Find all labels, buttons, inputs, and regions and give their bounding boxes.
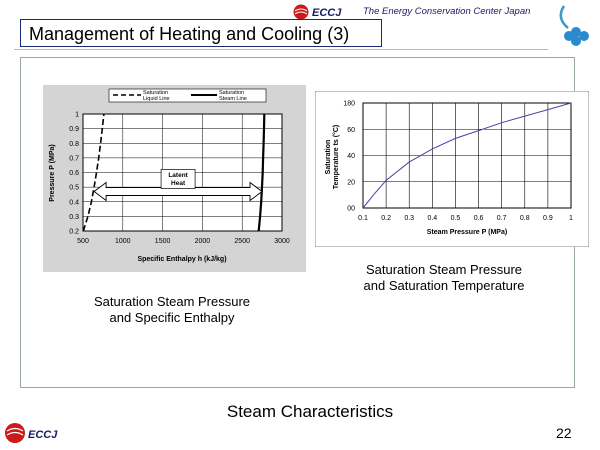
x-tick-label: 0.7: [497, 215, 507, 222]
y-tick-label: 0.2: [69, 229, 79, 236]
latent-heat-label-1: Latent: [168, 172, 188, 179]
x-tick-label: 0.1: [358, 215, 368, 222]
x-tick-label: 3000: [274, 238, 290, 245]
y-tick-label: 0.8: [69, 141, 79, 148]
right-caption-line2: and Saturation Temperature: [363, 278, 525, 293]
right-chart-caption: Saturation Steam Pressure and Saturation…: [334, 262, 554, 294]
y-tick-label: 0.6: [69, 170, 79, 177]
x-axis-label: Specific Enthalpy h (kJ/kg): [137, 256, 226, 263]
left-caption-line1: Saturation Steam Pressure: [93, 294, 251, 309]
y-tick-label: 1: [75, 112, 79, 119]
y-tick-label: 0.9: [69, 126, 79, 133]
x-tick-label: 500: [77, 238, 89, 245]
series-liquid-line: [82, 113, 105, 232]
x-tick-label: 1000: [115, 238, 131, 245]
x-tick-label: 1500: [155, 238, 171, 245]
legend: Saturation Liquid Line Saturation Steam …: [108, 88, 267, 103]
y-tick-label: 40: [347, 153, 355, 160]
x-tick-label: 0.2: [381, 215, 391, 222]
clover-logo-icon: [559, 5, 589, 46]
y-tick-label: 0.5: [69, 185, 79, 192]
left-caption-line2: and Specific Enthalpy: [109, 310, 235, 325]
series-saturation-curve: [362, 102, 572, 209]
eccj-logo: ECCJ: [293, 4, 342, 20]
latent-heat-box: [160, 169, 196, 189]
latent-heat-label-2: Heat: [171, 180, 186, 187]
header-divider: [14, 49, 548, 50]
y-tick-label: 60: [347, 127, 355, 134]
legend-label-liquid-1: Saturation: [143, 90, 168, 96]
x-tick-label: 0.9: [543, 215, 553, 222]
slide-title: Management of Heating and Cooling (3): [20, 19, 382, 47]
x-tick-label: 0.3: [404, 215, 414, 222]
y-tick-label: 0.7: [69, 155, 79, 162]
pressure-temperature-chart: 00 20 40 60 180 0.1 0.2 0.3 0.4 0.5 0.6 0.7 0.8 0.9 1…: [315, 91, 589, 247]
footer-title: Steam Characteristics: [226, 402, 394, 421]
page-number: 22: [556, 425, 572, 441]
org-name: The Energy Conservation Center Japan: [363, 6, 531, 17]
x-tick-label: 0.8: [520, 215, 530, 222]
y-axis-label-line2: Temperature ts (°C): [332, 125, 340, 190]
footer-eccj-logo: ECCJ: [5, 423, 58, 443]
enthalpy-pressure-chart: 0.2 0.3 0.4 0.5 0.6 0.7 0.8 0.9 1 500 1000 1500 200…: [43, 85, 306, 272]
legend-label-liquid-2: Liquid Line: [143, 96, 170, 102]
x-tick-label: 1: [569, 215, 573, 222]
x-tick-label: 0.5: [451, 215, 461, 222]
y-tick-label: 00: [347, 206, 355, 213]
right-caption-line1: Saturation Steam Pressure: [365, 262, 523, 277]
y-axis-label-line1: Saturation: [325, 140, 332, 175]
y-tick-label: 0.3: [69, 214, 79, 221]
x-axis-label: Steam Pressure P (MPa): [427, 229, 507, 236]
series-steam-line: [257, 113, 266, 232]
y-axis-label: Pressure P (MPa): [49, 144, 56, 201]
left-chart-caption: Saturation Steam Pressure and Specific E…: [62, 294, 282, 326]
y-tick-label: 0.4: [69, 199, 79, 206]
legend-label-steam-2: Steam Line: [219, 96, 247, 102]
latent-heat-arrow: [93, 181, 263, 202]
x-tick-label: 2500: [234, 238, 250, 245]
y-tick-label: 20: [347, 179, 355, 186]
x-tick-label: 2000: [195, 238, 211, 245]
y-tick-label: 180: [343, 101, 355, 108]
legend-label-steam-1: Saturation: [219, 90, 244, 96]
x-tick-label: 0.6: [474, 215, 484, 222]
x-tick-label: 0.4: [427, 215, 437, 222]
footer-logo-text: ECCJ: [28, 429, 58, 441]
logo-text: ECCJ: [312, 7, 342, 19]
